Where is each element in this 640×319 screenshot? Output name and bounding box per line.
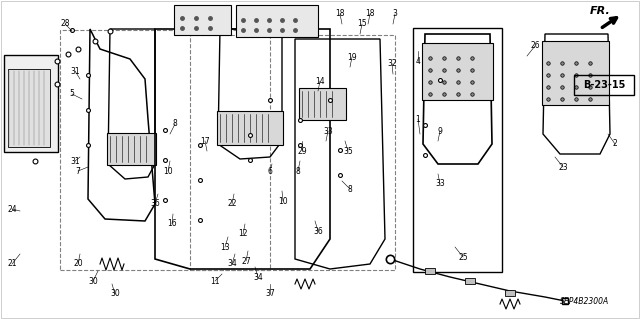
Text: 28: 28: [60, 19, 70, 28]
FancyBboxPatch shape: [299, 88, 346, 120]
FancyBboxPatch shape: [236, 5, 318, 37]
Text: 8: 8: [296, 167, 300, 175]
Text: 36: 36: [313, 226, 323, 235]
FancyBboxPatch shape: [174, 5, 231, 35]
Text: 24: 24: [7, 204, 17, 213]
Text: 37: 37: [265, 290, 275, 299]
Text: 22: 22: [227, 199, 237, 209]
Text: 30: 30: [110, 290, 120, 299]
Text: 33: 33: [323, 127, 333, 136]
Text: 6: 6: [268, 167, 273, 175]
Text: 2: 2: [612, 139, 618, 149]
Text: 12: 12: [238, 229, 248, 239]
Text: 18: 18: [365, 10, 375, 19]
Text: 10: 10: [278, 197, 288, 205]
Text: FR.: FR.: [589, 6, 611, 16]
Text: 34: 34: [227, 259, 237, 269]
Text: 17: 17: [200, 137, 210, 145]
Text: 14: 14: [315, 77, 325, 85]
Text: 27: 27: [241, 256, 251, 265]
Text: 11: 11: [211, 277, 220, 286]
Text: 13: 13: [220, 242, 230, 251]
FancyBboxPatch shape: [425, 268, 435, 274]
Text: 29: 29: [297, 146, 307, 155]
Text: 23: 23: [558, 162, 568, 172]
FancyBboxPatch shape: [8, 69, 50, 147]
Text: 30: 30: [88, 277, 98, 286]
FancyBboxPatch shape: [465, 278, 475, 284]
Text: 4: 4: [415, 56, 420, 65]
Text: 18: 18: [335, 10, 345, 19]
FancyBboxPatch shape: [542, 41, 609, 105]
FancyBboxPatch shape: [4, 55, 58, 152]
Text: 16: 16: [167, 219, 177, 228]
Text: 8: 8: [173, 120, 177, 129]
Text: 21: 21: [7, 259, 17, 269]
Text: 26: 26: [530, 41, 540, 50]
Text: 1: 1: [415, 115, 420, 123]
Text: 7: 7: [76, 167, 81, 175]
Text: 34: 34: [253, 272, 263, 281]
Text: 25: 25: [458, 253, 468, 262]
Text: 9: 9: [438, 127, 442, 136]
FancyBboxPatch shape: [422, 43, 493, 100]
Text: 33: 33: [435, 180, 445, 189]
Text: 31: 31: [70, 66, 80, 76]
FancyBboxPatch shape: [505, 290, 515, 296]
Text: 31: 31: [70, 157, 80, 166]
Text: 15: 15: [357, 19, 367, 28]
FancyBboxPatch shape: [217, 111, 283, 145]
Text: 10: 10: [163, 167, 173, 175]
Text: B-23-15: B-23-15: [583, 80, 625, 90]
Text: 32: 32: [387, 60, 397, 69]
Text: 8: 8: [348, 184, 353, 194]
FancyBboxPatch shape: [107, 133, 156, 165]
Text: 35: 35: [343, 146, 353, 155]
Text: 19: 19: [347, 53, 357, 62]
Text: SEP4B2300A: SEP4B2300A: [561, 296, 610, 306]
Text: 3: 3: [392, 10, 397, 19]
Text: 36: 36: [150, 199, 160, 209]
Text: 20: 20: [73, 259, 83, 269]
Text: 5: 5: [70, 90, 74, 99]
